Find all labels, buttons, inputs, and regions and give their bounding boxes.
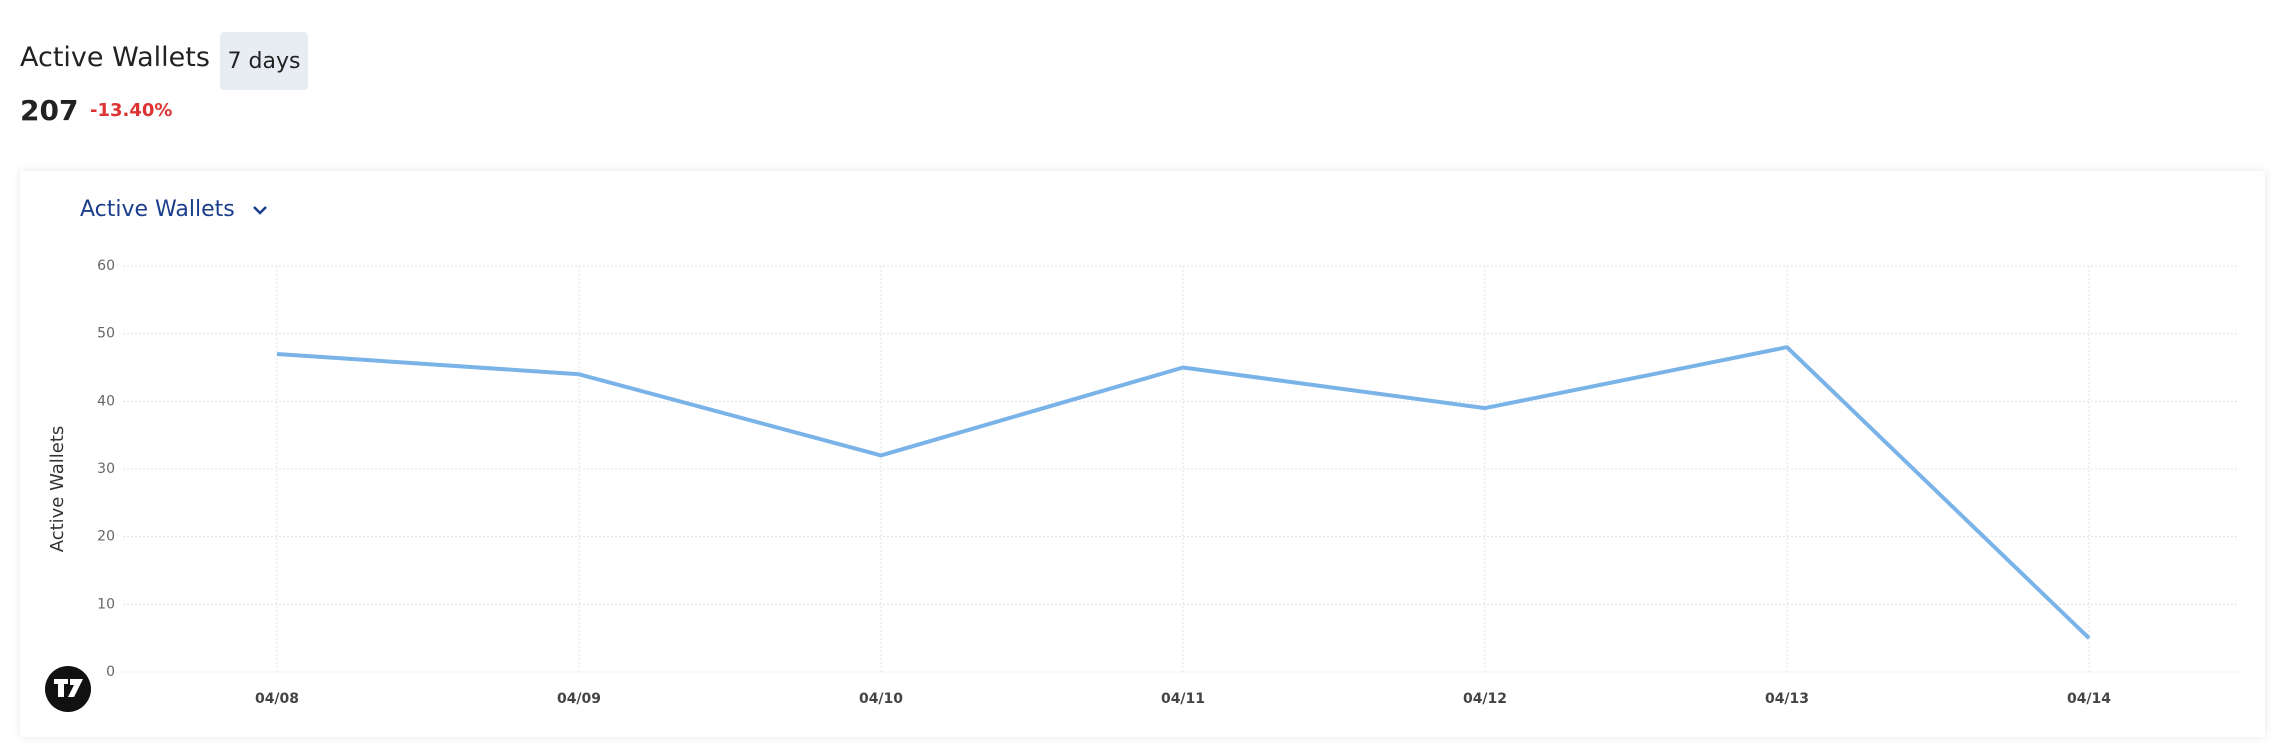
- x-tick-label: 04/09: [557, 691, 601, 707]
- chart: Active Wallets 0 10 20 30 40 50 60 04/08 04/09 04…: [45, 258, 2239, 712]
- y-tick-label: 30: [97, 461, 115, 477]
- page-title: Active Wallets: [20, 42, 210, 73]
- x-tick-label: 04/10: [859, 691, 903, 707]
- y-tick-label: 60: [97, 258, 115, 274]
- line: [276, 345, 2091, 640]
- y-axis-label: Active Wallets: [47, 426, 68, 553]
- x-tick-label: 04/12: [1463, 691, 1507, 707]
- y-tick-label: 20: [97, 529, 115, 545]
- change-value: -13.40%: [90, 100, 173, 121]
- y-tick-label: 0: [106, 664, 115, 680]
- y-tick-label: 10: [97, 596, 115, 612]
- x-tick-label: 04/14: [2067, 691, 2111, 707]
- total-value: 207: [20, 94, 79, 127]
- logo: [45, 666, 91, 712]
- x-tick-label: 04/13: [1765, 691, 1809, 707]
- selector-label: Active Wallets: [80, 197, 235, 222]
- period-button[interactable]: 7 days: [220, 32, 308, 90]
- x-tick-label: 04/11: [1161, 691, 1205, 707]
- x-tick-label: 04/08: [255, 691, 299, 707]
- metric-selector[interactable]: Active Wallets: [80, 197, 268, 222]
- y-tick-label: 40: [97, 393, 115, 409]
- y-tick-label: 50: [97, 326, 115, 342]
- chevron: [252, 206, 267, 215]
- chart-card: Active Wallets Active Wallets 0 10 20 30 40 5…: [20, 171, 2265, 737]
